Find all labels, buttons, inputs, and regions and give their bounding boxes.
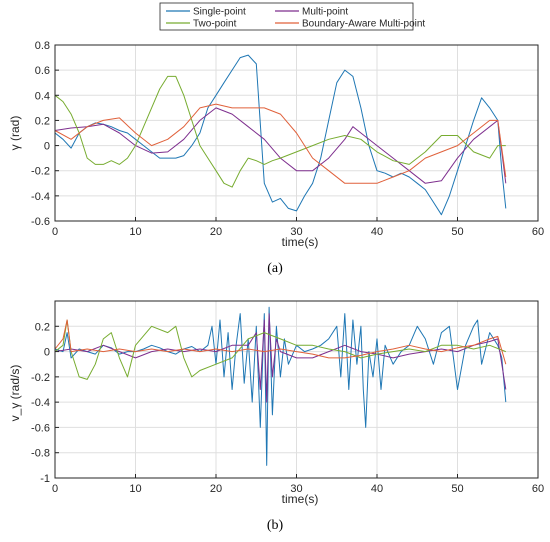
panel-b-ytick-label: -1 (40, 473, 50, 485)
legend-label-two-point: Two-point (193, 19, 237, 30)
panel-a-ytick-label: -0.6 (31, 216, 50, 228)
panel-a-xlabel: time(s) (282, 235, 319, 249)
panel-a-ytick-label: -0.4 (31, 191, 50, 203)
panel-b-chart: 0 10 20 30 40 50 60 -1 -0.8 -0.6 -0.4 -0.2 0 0.2 time… (8, 300, 544, 506)
panel-a-ytick-label: -0.2 (31, 166, 50, 178)
legend-item-two-point: Two-point (166, 19, 237, 30)
panel-a-chart: 0 10 20 30 40 50 60 -0.6 -0.4 -0.2 0 0.2 0.4 0.6 0.8 t… (8, 40, 544, 249)
panel-b-series-boundary-aware-multi-point (54, 319, 507, 365)
panel-a-ytick-label: 0.6 (35, 65, 50, 77)
panel-a-xtick-label: 60 (532, 226, 544, 238)
panel-b-xtick-label: 60 (532, 483, 544, 495)
panel-b-ytick-label: -0.2 (31, 372, 50, 384)
panel-b-ytick-label: -0.6 (31, 422, 50, 434)
panel-b-series-single-point (54, 306, 507, 466)
panel-a-ylabel: γ (rad) (8, 116, 22, 151)
panel-a-xtick-label: 20 (210, 226, 222, 238)
panel-a-xtick-label: 0 (52, 226, 58, 238)
panel-b-xlabel: time(s) (282, 492, 319, 506)
panel-a-series-boundary-aware-multi-point (54, 103, 507, 184)
panel-a-ytick-label: 0.4 (35, 90, 50, 102)
panel-b-ytick-label: 0.2 (35, 321, 50, 333)
panel-b-xtick-label: 10 (129, 483, 141, 495)
legend-item-single-point: Single-point (166, 7, 246, 18)
panel-b-ylabel: v_γ (rad/s) (8, 365, 22, 422)
panel-b-ytick-label: -0.4 (31, 397, 50, 409)
panel-b-xtick-label: 20 (210, 483, 222, 495)
panel-a-xtick-label: 30 (290, 226, 302, 238)
legend-item-boundary-aware-multi-point: Boundary-Aware Multi-point (275, 19, 425, 30)
panel-b-xtick-label: 50 (451, 483, 463, 495)
panel-a-ytick-label: 0 (44, 141, 50, 153)
panel-b-xtick-label: 0 (52, 483, 58, 495)
legend-box (159, 2, 414, 31)
panel-a-ytick-label: 0.2 (35, 115, 50, 127)
panel-b-ytick-label: -0.8 (31, 448, 50, 460)
panel-a-xtick-label: 10 (129, 226, 141, 238)
panel-a-series-two-point (54, 75, 506, 188)
panel-a-series-single-point (54, 54, 507, 216)
caption-b: (b) (267, 518, 284, 533)
panel-a-ytick-label: 0.8 (35, 40, 50, 52)
legend-label-single-point: Single-point (193, 7, 246, 18)
caption-a: (a) (267, 261, 283, 276)
panel-a-xtick-label: 40 (371, 226, 383, 238)
panel-b-series-two-point (54, 319, 506, 380)
legend: Single-point Multi-point Two-point Bound… (159, 2, 425, 31)
panel-a-xtick-label: 50 (451, 226, 463, 238)
panel-b-series-multi-point (54, 313, 507, 403)
legend-item-multi-point: Multi-point (275, 7, 348, 18)
legend-label-multi-point: Multi-point (302, 7, 348, 18)
panel-b-xtick-label: 30 (290, 483, 302, 495)
legend-label-boundary-aware-multi-point: Boundary-Aware Multi-point (302, 19, 425, 30)
panel-b-xtick-label: 40 (371, 483, 383, 495)
panel-b-ytick-label: 0 (44, 347, 50, 359)
